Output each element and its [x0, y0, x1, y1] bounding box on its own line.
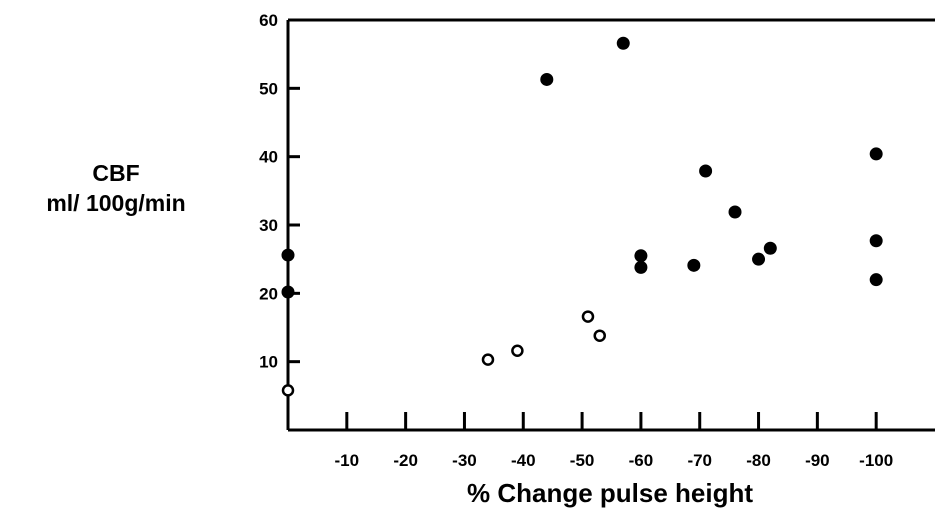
x-tick-label: -90	[805, 451, 830, 470]
data-point-open	[481, 353, 495, 366]
data-point-filled	[540, 72, 554, 86]
x-tick-label: -100	[859, 451, 893, 470]
y-tick-label: 30	[259, 216, 278, 235]
data-point-open	[593, 329, 606, 342]
data-point-filled	[752, 252, 766, 266]
data-point-filled	[869, 234, 883, 248]
x-tick-label: -30	[452, 451, 477, 470]
data-point-filled	[763, 241, 777, 255]
y-tick-label: 50	[259, 79, 278, 98]
y-tick-label: 20	[259, 284, 278, 303]
x-axis-label: % Change pulse height	[466, 478, 754, 508]
x-tick-label: -80	[746, 451, 771, 470]
y-tick-label: 40	[259, 148, 278, 167]
data-point-open	[511, 344, 524, 357]
x-tick-label: -10	[335, 451, 360, 470]
data-point-filled	[634, 249, 648, 263]
x-tick-label: -70	[687, 451, 712, 470]
y-tick-label: 60	[259, 11, 278, 30]
x-tick-label: -40	[511, 451, 536, 470]
x-tick-label: -20	[393, 451, 418, 470]
x-tick-label: -50	[570, 451, 595, 470]
y-axis-label-line1: CBF	[92, 160, 140, 186]
y-axis-label-line2: ml/ 100g/min	[46, 190, 186, 216]
y-axis-label: CBF ml/ 100g/min	[0, 158, 232, 218]
data-point-filled	[616, 36, 630, 50]
data-point-filled	[728, 205, 742, 219]
y-tick-label: 10	[259, 353, 278, 372]
data-point-filled	[869, 273, 883, 287]
data-point-open	[281, 384, 295, 397]
data-point-open	[581, 310, 595, 323]
x-tick-label: -60	[629, 451, 654, 470]
data-point-filled	[699, 164, 713, 178]
data-point-filled	[281, 285, 295, 299]
data-point-filled	[869, 147, 883, 161]
data-point-filled	[687, 258, 701, 272]
data-point-filled	[281, 248, 295, 262]
data-point-filled	[634, 260, 648, 274]
